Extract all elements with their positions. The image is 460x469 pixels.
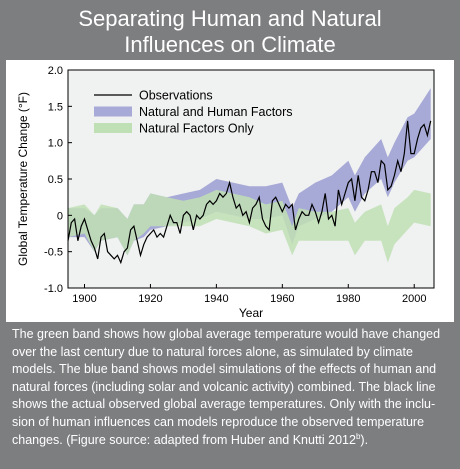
x-tick-label: 1900 xyxy=(72,293,96,305)
y-tick-label: 1.5 xyxy=(48,101,63,113)
legend-observations: Observations xyxy=(139,89,213,103)
y-tick-label: 2.0 xyxy=(48,65,63,77)
y-axis-label: Global Temperature Change (°F) xyxy=(16,92,30,266)
temperature-chart: 1900 1920 1940 1960 1980 2000 -1.0 -0.5 0 0.5 1.0 1… xyxy=(16,65,435,320)
x-tick-label: 1960 xyxy=(270,293,294,305)
x-axis-label: Year xyxy=(239,306,263,320)
chart-panel: 1900 1920 1940 1960 1980 2000 -1.0 -0.5 0 0.5 1.0 1… xyxy=(6,60,454,322)
caption-end: ). xyxy=(360,432,369,447)
y-tick-label: 0 xyxy=(57,210,63,222)
legend-natural-and-human: Natural and Human Factors xyxy=(139,105,293,119)
figure-caption: The green band shows how global average … xyxy=(12,326,452,449)
y-tick-label: -1.0 xyxy=(44,283,63,295)
x-tick-label: 1920 xyxy=(138,293,162,305)
x-tick-label: 1940 xyxy=(204,293,228,305)
y-tick-label: 1.0 xyxy=(48,138,63,150)
y-tick-label: 0.5 xyxy=(48,174,63,186)
figure-title-line-1: Separating Human and Natural xyxy=(78,6,382,31)
caption-text: The green band shows how global average … xyxy=(12,327,441,447)
figure-title-line-2: Influences on Climate xyxy=(124,32,336,57)
natural-only-band xyxy=(68,189,431,263)
observations-line xyxy=(67,120,432,265)
caption-reference-superscript: b xyxy=(355,431,361,441)
x-tick-label: 2000 xyxy=(402,293,426,305)
x-tick-label: 1980 xyxy=(336,293,360,305)
legend-natural-only: Natural Factors Only xyxy=(139,122,254,136)
y-tick-label: -0.5 xyxy=(44,247,63,259)
legend-natural-only-swatch xyxy=(94,123,132,133)
legend-natural-and-human-swatch xyxy=(94,106,132,117)
